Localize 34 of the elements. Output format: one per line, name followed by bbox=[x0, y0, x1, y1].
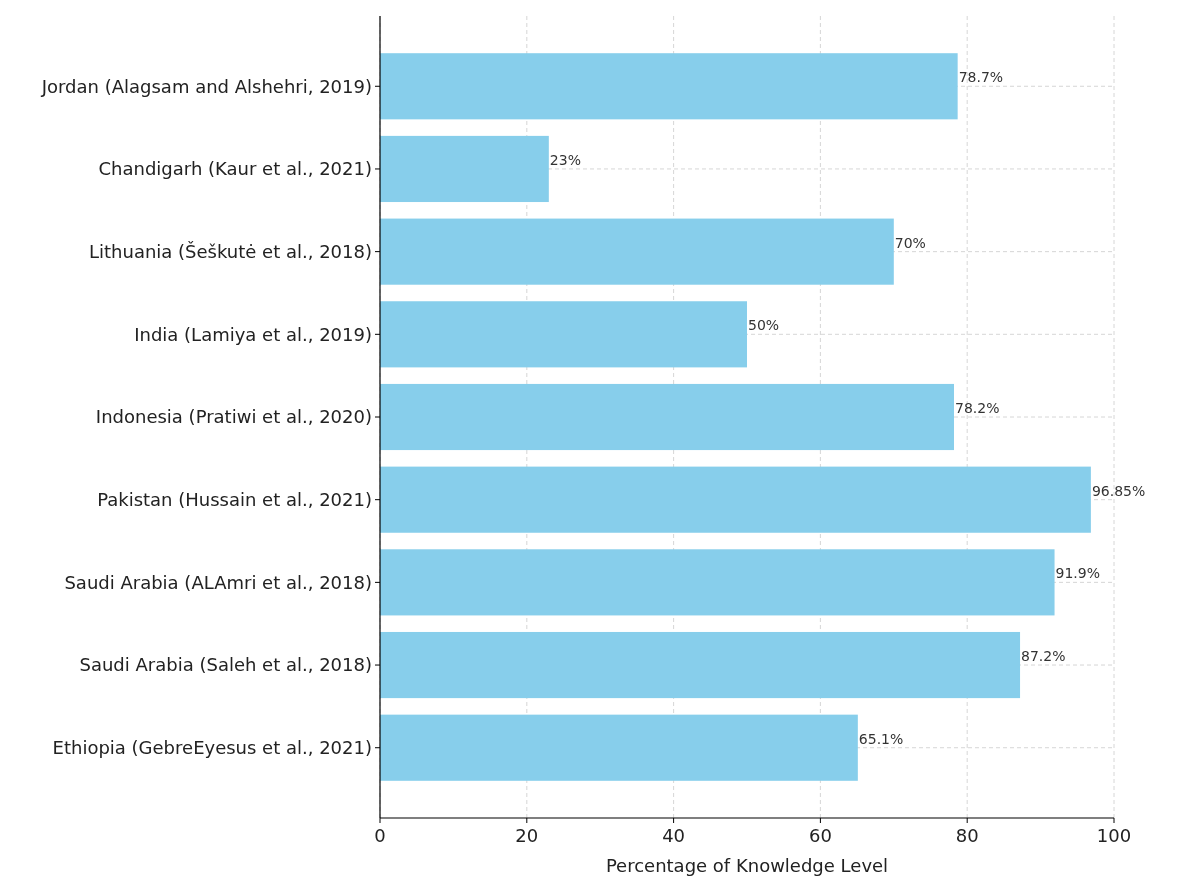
bar bbox=[380, 301, 747, 368]
y-tick-label: Pakistan (Hussain et al., 2021) bbox=[97, 488, 372, 510]
bar bbox=[380, 714, 858, 781]
y-tick-label: Ethiopia (GebreEyesus et al., 2021) bbox=[52, 737, 372, 759]
data-label: 23% bbox=[549, 151, 581, 168]
y-tick-label: Jordan (Alagsam and Alshehri, 2019) bbox=[40, 75, 372, 97]
bar bbox=[380, 466, 1091, 533]
data-label: 78.2% bbox=[954, 400, 1000, 416]
data-label: 78.7% bbox=[958, 69, 1004, 86]
data-label: 91.9% bbox=[1055, 565, 1101, 582]
y-tick-label: Indonesia (Pratiwi et al., 2020) bbox=[95, 406, 372, 428]
data-label: 87.2% bbox=[1021, 648, 1066, 665]
x-tick-label: 80 bbox=[955, 825, 979, 846]
bar bbox=[380, 383, 954, 451]
data-label: 70% bbox=[894, 234, 926, 251]
y-tick-label: India (Lamiya et al., 2019) bbox=[134, 323, 372, 345]
x-tick-label: 60 bbox=[808, 825, 832, 846]
bar bbox=[380, 631, 1021, 699]
bar bbox=[380, 549, 1055, 616]
x-tick-label: 0 bbox=[374, 825, 386, 846]
bar bbox=[380, 135, 549, 203]
data-label: 50% bbox=[748, 317, 780, 334]
data-label: 96.85% bbox=[1091, 482, 1146, 499]
y-tick-label: Lithuania (Šeškutė et al., 2018) bbox=[88, 240, 372, 262]
x-tick-label: 20 bbox=[515, 825, 539, 846]
x-axis-title: Percentage of Knowledge Level bbox=[605, 855, 889, 876]
y-tick-label: Saudi Arabia (Saleh et al., 2018) bbox=[79, 654, 372, 676]
y-tick-label: Saudi Arabia (ALAmri et al., 2018) bbox=[64, 571, 372, 593]
y-tick-label: Chandigarh (Kaur et al., 2021) bbox=[98, 158, 372, 180]
bar bbox=[380, 53, 958, 120]
data-label: 65.1% bbox=[858, 730, 904, 747]
x-tick-label: 40 bbox=[662, 825, 686, 846]
bar bbox=[380, 218, 894, 285]
x-tick-label: 100 bbox=[1096, 825, 1132, 846]
